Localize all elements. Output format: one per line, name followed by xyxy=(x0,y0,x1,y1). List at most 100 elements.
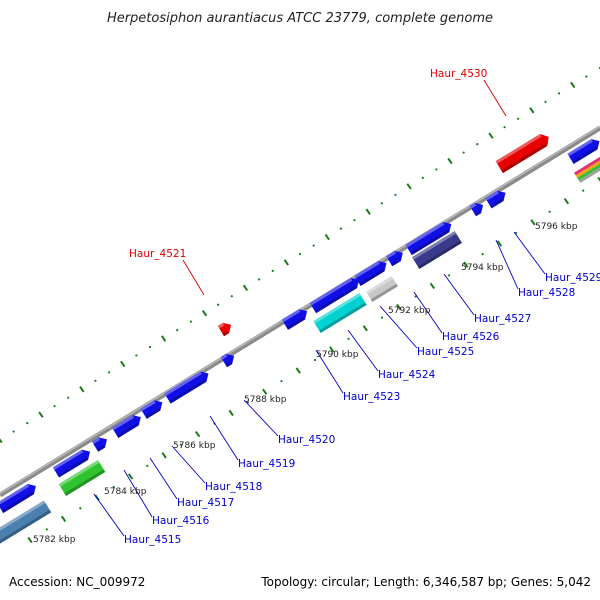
inner-tick-major xyxy=(463,261,469,268)
label-haur-4526[interactable]: Haur_4526 xyxy=(442,331,500,343)
outer-tick-major xyxy=(488,132,494,139)
feature-cyan[interactable] xyxy=(313,292,367,334)
inner-tick-major xyxy=(563,198,570,205)
gene-feature-2-shadow xyxy=(57,457,89,478)
outer-tick-major xyxy=(38,411,44,418)
gene-feature-1[interactable] xyxy=(0,481,39,514)
gene-feature-11-shadow xyxy=(390,258,401,267)
label-haur-4529[interactable]: Haur_4529 xyxy=(545,272,600,284)
outer-tick-minor xyxy=(135,354,138,357)
scale-label: 5788 kbp xyxy=(244,395,287,405)
label-haur-4523[interactable]: Haur_4523 xyxy=(343,391,400,403)
gene-feature-12[interactable] xyxy=(405,219,455,256)
inner-tick-minor xyxy=(79,507,82,510)
inner-tick-major xyxy=(295,367,301,374)
outer-tick-ring xyxy=(0,66,600,444)
inner-tick-minor xyxy=(380,316,384,319)
gene-feature-11-body xyxy=(386,250,403,267)
gene-feature-highlight-4521-shadow xyxy=(222,330,230,337)
outer-tick-minor xyxy=(94,379,97,382)
label-haur-4530[interactable]: Haur_4530 xyxy=(430,68,487,80)
gene-feature-4[interactable] xyxy=(112,412,144,438)
gene-feature-7[interactable] xyxy=(220,351,237,368)
gene-feature-5-body xyxy=(140,400,163,419)
outer-tick-minor xyxy=(148,345,152,349)
label-haur-4519[interactable]: Haur_4519 xyxy=(238,458,295,470)
outer-tick-minor xyxy=(271,269,274,273)
gene-feature-highlight-4521-body xyxy=(217,322,232,337)
gene-feature-2[interactable] xyxy=(52,446,93,478)
label-haur-4526-leader xyxy=(413,291,443,334)
inner-tick-major xyxy=(496,240,503,247)
inner-tick-minor xyxy=(280,380,283,383)
gene-feature-11-shade xyxy=(386,250,397,259)
gene-feature-14[interactable] xyxy=(485,188,508,209)
gene-feature-15[interactable] xyxy=(567,136,600,164)
outer-tick-minor xyxy=(544,100,547,103)
gene-feature-10-body xyxy=(354,261,387,286)
inner-tick-minor xyxy=(179,443,182,446)
outer-tick-minor xyxy=(462,151,465,154)
gene-feature-9[interactable] xyxy=(309,275,362,314)
gene-feature-11[interactable] xyxy=(386,248,406,267)
outer-tick-minor xyxy=(298,252,302,256)
gene-feature-highlight-4521[interactable] xyxy=(217,320,234,337)
gene-feature-6-body xyxy=(164,371,209,404)
label-haur-4517[interactable]: Haur_4517 xyxy=(177,497,234,509)
scale-label: 5786 kbp xyxy=(173,441,216,451)
gene-feature-6-shadow xyxy=(169,379,207,404)
outer-tick-major xyxy=(324,233,330,241)
label-haur-4520[interactable]: Haur_4520 xyxy=(278,434,335,446)
gene-feature-highlight-4530[interactable] xyxy=(495,131,553,174)
label-haur-4525[interactable]: Haur_4525 xyxy=(417,346,474,358)
feature-light-gray-shade xyxy=(366,276,394,295)
label-haur-4521[interactable]: Haur_4521 xyxy=(129,248,186,260)
gene-feature-9-shade xyxy=(309,277,353,306)
gene-feature-1-shade xyxy=(0,484,30,506)
gene-feature-3[interactable] xyxy=(91,434,110,452)
inner-tick-major xyxy=(27,536,33,544)
gene-feature-13-shade xyxy=(469,202,477,209)
outer-tick-major xyxy=(447,157,453,165)
feature-blue-gray[interactable] xyxy=(0,500,52,544)
gene-feature-10[interactable] xyxy=(354,258,389,286)
gene-feature-5[interactable] xyxy=(140,397,165,419)
stub-band xyxy=(577,162,600,181)
inner-tick-major xyxy=(195,430,201,438)
label-haur-4516[interactable]: Haur_4516 xyxy=(152,515,210,527)
gene-feature-4-shade xyxy=(112,415,135,431)
label-haur-4515[interactable]: Haur_4515 xyxy=(124,534,181,546)
label-haur-4518[interactable]: Haur_4518 xyxy=(205,481,262,493)
outer-tick-minor xyxy=(380,202,383,205)
label-haur-4528[interactable]: Haur_4528 xyxy=(518,287,575,299)
label-haur-4527[interactable]: Haur_4527 xyxy=(474,313,531,325)
outer-tick-minor xyxy=(189,320,193,323)
outer-tick-minor xyxy=(435,168,438,171)
label-haur-4527-leader xyxy=(443,273,475,316)
gene-feature-13[interactable] xyxy=(469,200,486,217)
genome-summary-text: Topology: circular; Length: 6,346,587 bp… xyxy=(260,575,591,589)
gene-feature-7-shadow xyxy=(225,361,233,368)
gene-feature-4-shadow xyxy=(116,422,139,438)
outer-tick-minor xyxy=(421,176,424,180)
gene-feature-8[interactable] xyxy=(281,306,310,330)
outer-tick-minor xyxy=(53,405,56,408)
gene-feature-12-body xyxy=(405,221,452,256)
outer-tick-minor xyxy=(476,142,479,146)
outer-tick-minor xyxy=(557,92,561,95)
outer-tick-major xyxy=(201,310,208,317)
label-haur-4518-leader xyxy=(171,445,206,484)
feature-light-gray[interactable] xyxy=(366,276,398,302)
accession-text: Accession: NC_009972 xyxy=(9,575,145,589)
gene-feature-2-shade xyxy=(52,449,84,470)
gene-feature-9-shadow xyxy=(314,285,358,314)
gene-feature-8-shade xyxy=(281,309,301,323)
gene-feature-8-shadow xyxy=(286,316,306,330)
stub-band xyxy=(578,164,600,183)
gene-feature-6[interactable] xyxy=(164,368,211,404)
inner-tick-major xyxy=(396,303,402,311)
label-haur-4524[interactable]: Haur_4524 xyxy=(378,369,436,381)
feature-green[interactable] xyxy=(58,460,106,496)
feature-navy[interactable] xyxy=(412,230,462,270)
feature-multicolor-stub xyxy=(574,157,600,183)
